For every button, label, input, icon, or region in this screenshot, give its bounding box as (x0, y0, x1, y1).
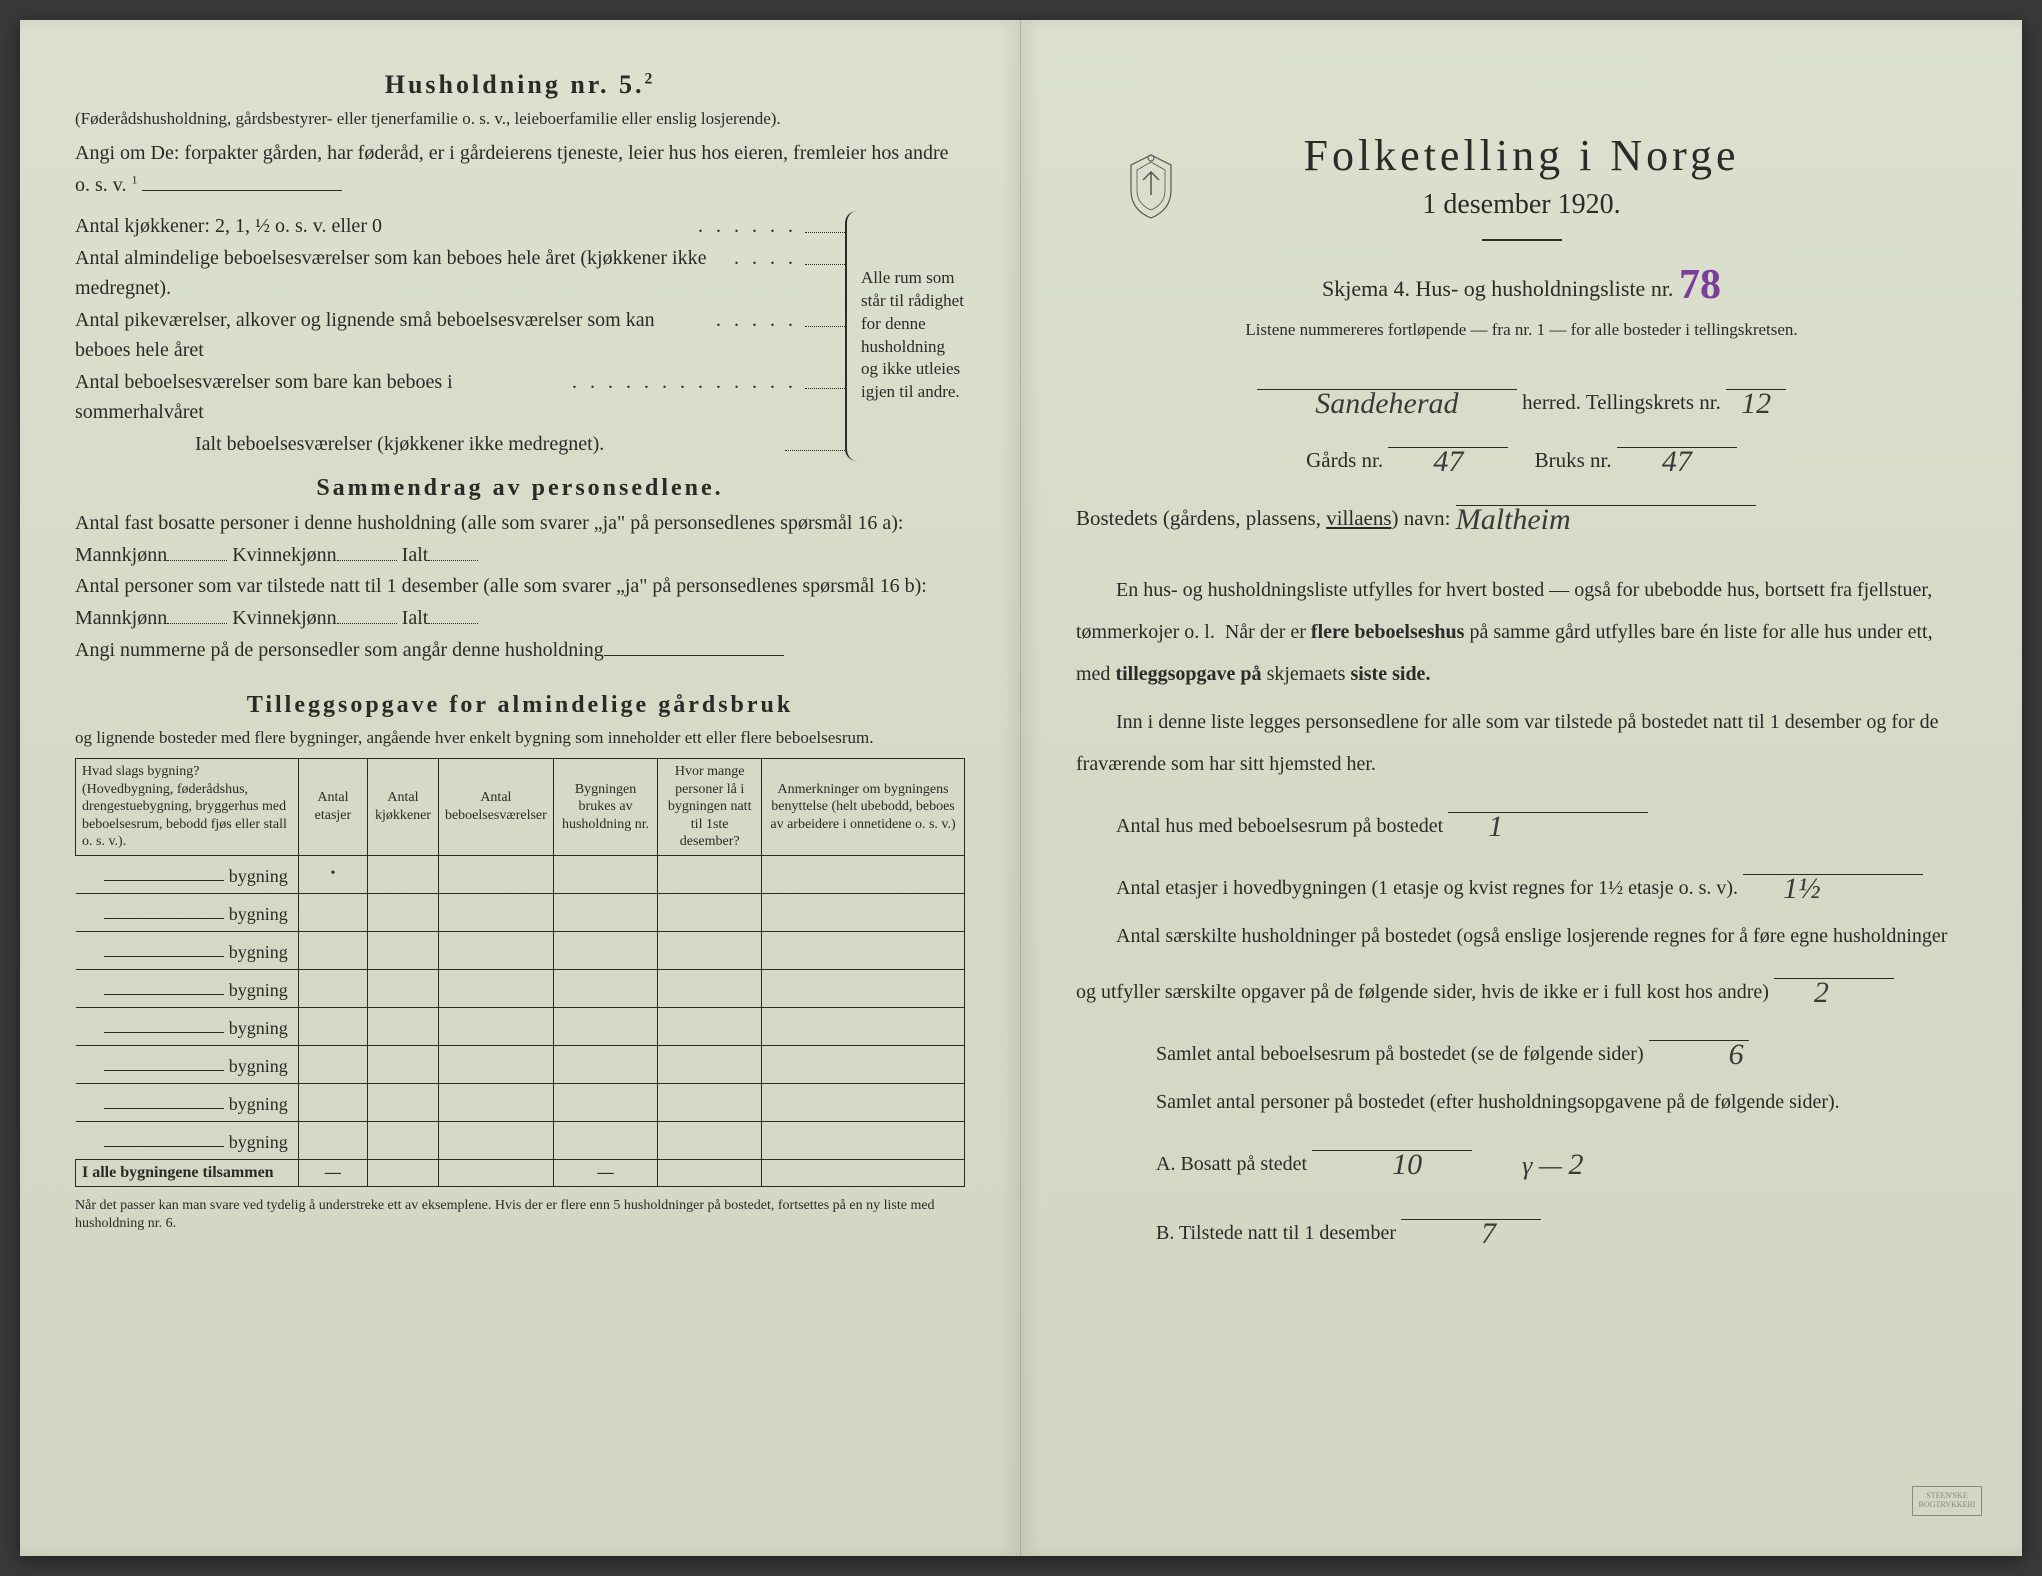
sub1: (Føderådshusholdning, gårdsbestyrer- ell… (75, 106, 965, 132)
right-page: Folketelling i Norge 1 desember 1920. Sk… (1021, 20, 2022, 1556)
main-date: 1 desember 1920. (1076, 189, 1967, 221)
kitchens-label: Antal kjøkkener: 2, 1, ½ o. s. v. eller … (75, 211, 690, 241)
gards-label: Gårds nr. (1306, 448, 1383, 472)
q4-row: Samlet antal beboelsesrum på bostedet (s… (1076, 1019, 1967, 1075)
footnote: Når det passer kan man svare ved tydelig… (75, 1197, 965, 1235)
rooms1-label: Antal almindelige beboelsesværelser som … (75, 243, 726, 303)
bosted-label: Bostedets (gårdens, plassens, villaens) … (1076, 506, 1450, 530)
th-etasjer: Antal etasjer (298, 759, 367, 856)
th-bygning: Hvad slags bygning? (Hovedbygning, føder… (76, 759, 299, 856)
bosted-hand: Maltheim (1456, 503, 1571, 536)
qB-row: B. Tilstede natt til 1 desember 7 (1076, 1198, 1967, 1254)
document-spread: Husholdning nr. 5.2 (Føderådshusholdning… (20, 20, 2022, 1556)
q3-row: Antal særskilte husholdninger på bostede… (1076, 915, 1967, 1013)
main-title: Folketelling i Norge (1076, 130, 1967, 181)
supp-heading: Tilleggsopgave for almindelige gårdsbruk (75, 692, 965, 719)
rooms-total-label: Ialt beboelsesværelser (kjøkkener ikke m… (195, 429, 785, 459)
q4-val: 6 (1729, 1038, 1744, 1071)
qA-label: A. Bosatt på stedet (1156, 1153, 1307, 1175)
crest-icon (1121, 150, 1181, 220)
qB-label: B. Tilstede natt til 1 desember (1156, 1222, 1396, 1244)
extra-val: 2 (1568, 1148, 1583, 1181)
summary-2: Antal personer som var tilstede natt til… (75, 571, 965, 634)
heading-text: Husholdning nr. 5. (385, 70, 645, 99)
q5-row: Samlet antal personer på bostedet (efter… (1076, 1081, 1967, 1123)
skjema-label: Skjema 4. Hus- og husholdningsliste nr. (1322, 276, 1673, 301)
summary-3: Angi nummerne på de personsedler som ang… (75, 634, 965, 666)
sub2: Angi om De: forpakter gården, har føderå… (75, 138, 965, 201)
q1-row: Antal hus med beboelsesrum på bostedet 1 (1076, 791, 1967, 847)
herred-hand: Sandeherad (1315, 387, 1458, 420)
th-kjokkener: Antal kjøkkener (368, 759, 439, 856)
bosted-row: Bostedets (gårdens, plassens, villaens) … (1076, 483, 1967, 541)
th-anm: Anmerkninger om bygningens benyttelse (h… (762, 759, 965, 856)
th-brukes: Bygningen brukes av husholdning nr. (553, 759, 658, 856)
rooms-block: Antal kjøkkener: 2, 1, ½ o. s. v. eller … (75, 211, 965, 461)
tellingskrets-nr: 12 (1741, 387, 1771, 420)
listene: Listene nummereres fortløpende — fra nr.… (1076, 317, 1967, 343)
qB-val: 7 (1481, 1217, 1496, 1250)
qA-val: 10 (1392, 1148, 1422, 1181)
heading-sup: 2 (644, 70, 655, 87)
left-page: Husholdning nr. 5.2 (Føderådshusholdning… (20, 20, 1021, 1556)
supp-sub: og lignende bosteder med flere bygninger… (75, 725, 965, 751)
table-body: bygning• bygning bygning bygning bygning… (76, 855, 965, 1186)
rooms3-label: Antal beboelsesværelser som bare kan beb… (75, 367, 564, 427)
rooms2-label: Antal pikeværelser, alkover og lignende … (75, 305, 708, 365)
q4-label: Samlet antal beboelsesrum på bostedet (s… (1156, 1043, 1644, 1065)
bruks-label: Bruks nr. (1535, 448, 1612, 472)
para2: Inn i denne liste legges personsedlene f… (1076, 701, 1967, 785)
herred-label: herred. Tellingskrets nr. (1522, 390, 1721, 414)
gards-nr: 47 (1433, 445, 1463, 478)
skjema-line: Skjema 4. Hus- og husholdningsliste nr. … (1076, 259, 1967, 307)
q2-label: Antal etasjer i hovedbygningen (1 etasje… (1116, 877, 1738, 899)
divider (1482, 239, 1562, 241)
building-table: Hvad slags bygning? (Hovedbygning, føder… (75, 758, 965, 1187)
q3-val: 2 (1814, 976, 1829, 1009)
q1-label: Antal hus med beboelsesrum på bostedet (1116, 815, 1443, 837)
total-row-label: I alle bygningene tilsammen (76, 1159, 299, 1186)
heading-husholdning: Husholdning nr. 5.2 (75, 70, 965, 100)
q1-val: 1 (1488, 810, 1503, 843)
summary-1: Antal fast bosatte personer i denne hush… (75, 508, 965, 571)
q2-val: 1½ (1783, 872, 1821, 905)
th-beboelses: Antal beboelsesværelser (438, 759, 553, 856)
qA-row: A. Bosatt på stedet 10 γ — 2 (1076, 1129, 1967, 1192)
printer-stamp: STEEN'SKEBOGTRYKKERI (1912, 1486, 1982, 1516)
herred-row: Sandeherad herred. Tellingskrets nr. 12 (1076, 367, 1967, 425)
th-personer: Hvor mange personer lå i bygningen natt … (658, 759, 762, 856)
skjema-nr: 78 (1679, 262, 1721, 308)
q2-row: Antal etasjer i hovedbygningen (1 etasje… (1076, 853, 1967, 909)
summary-heading: Sammendrag av personsedlene. (75, 475, 965, 502)
brace-note: Alle rum som står til rådighet for denne… (845, 211, 965, 461)
bruks-nr: 47 (1662, 445, 1692, 478)
para1: En hus- og husholdningsliste utfylles fo… (1076, 569, 1967, 695)
gards-row: Gårds nr. 47 Bruks nr. 47 (1076, 425, 1967, 483)
